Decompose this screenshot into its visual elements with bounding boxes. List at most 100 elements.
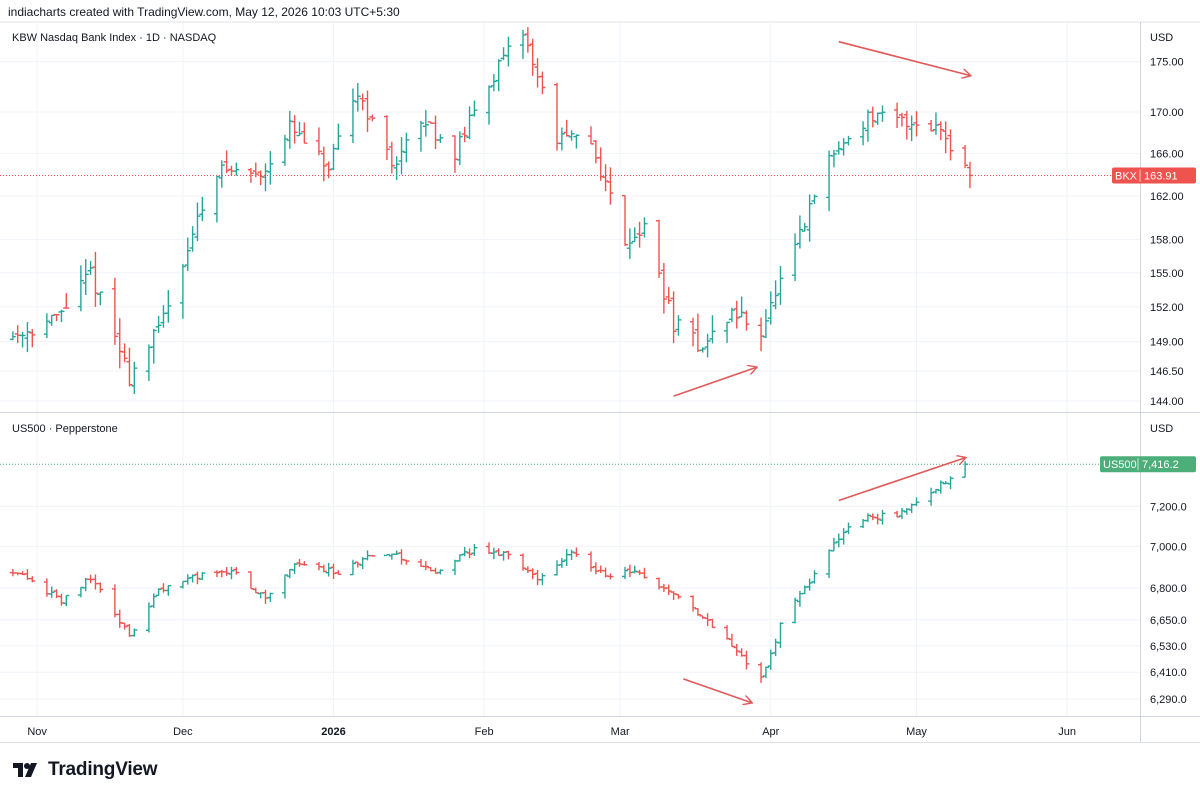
ohlc-bar bbox=[539, 573, 546, 586]
ohlc-bar bbox=[699, 347, 706, 353]
ohlc-bar bbox=[962, 461, 969, 478]
ohlc-bar bbox=[588, 126, 595, 145]
ohlc-bar bbox=[286, 110, 293, 149]
ohlc-bar bbox=[490, 74, 497, 92]
time-tick-label: Jun bbox=[1058, 726, 1076, 738]
ohlc-bar bbox=[942, 121, 949, 154]
ohlc-bar bbox=[58, 309, 65, 323]
ohlc-bar bbox=[874, 513, 881, 525]
ohlc-bar bbox=[636, 221, 643, 248]
ohlc-bar bbox=[898, 112, 905, 127]
pane-title: US500 · Pepperstone bbox=[12, 423, 118, 435]
ohlc-bar bbox=[145, 602, 152, 633]
ohlc-bar bbox=[354, 561, 361, 568]
ohlc-bar bbox=[743, 310, 750, 331]
ohlc-bar bbox=[451, 135, 458, 173]
price-tick-label: 6,410.0 bbox=[1150, 667, 1187, 679]
ohlc-bar bbox=[588, 551, 595, 572]
price-tick-label: 162.00 bbox=[1150, 191, 1184, 203]
chart-credit: indiacharts created with TradingView.com… bbox=[8, 5, 400, 19]
ohlc-bar bbox=[291, 563, 298, 574]
ohlc-bar bbox=[826, 150, 833, 212]
ohlc-bar bbox=[471, 100, 478, 117]
ohlc-bar bbox=[43, 313, 50, 339]
ohlc-bar bbox=[529, 568, 536, 580]
ohlc-bar bbox=[437, 569, 444, 575]
ohlc-bar bbox=[48, 586, 55, 598]
ohlc-bar bbox=[223, 150, 230, 174]
ohlc-bar bbox=[806, 578, 813, 591]
ohlc-bar bbox=[320, 146, 327, 182]
ohlc-bar bbox=[490, 547, 497, 560]
ohlc-bar bbox=[792, 597, 799, 624]
ohlc-bar bbox=[913, 497, 920, 507]
ohlc-bar bbox=[417, 120, 424, 152]
price-tick-label: 149.00 bbox=[1150, 337, 1184, 349]
time-tick-label: 2026 bbox=[321, 726, 345, 738]
tradingview-logo[interactable]: TradingView bbox=[12, 759, 158, 781]
ohlc-bar bbox=[840, 528, 847, 545]
ohlc-bar bbox=[830, 149, 837, 168]
ohlc-bar bbox=[296, 121, 303, 137]
price-tick-label: 7,000.0 bbox=[1150, 542, 1187, 554]
ohlc-bar bbox=[9, 331, 16, 341]
ohlc-bar bbox=[928, 487, 935, 506]
ohlc-bar bbox=[777, 265, 784, 305]
ohlc-bar bbox=[155, 588, 162, 597]
ohlc-bar bbox=[364, 90, 371, 132]
grid-lines bbox=[0, 22, 1140, 716]
ohlc-bar bbox=[150, 328, 157, 364]
ohlc-bar bbox=[908, 115, 915, 142]
ohlc-bar bbox=[252, 162, 259, 178]
ohlc-bar bbox=[228, 566, 235, 580]
time-axis[interactable]: Nov Dec 2026 Feb Mar Apr May Jun bbox=[27, 726, 1076, 738]
ohlc-bar bbox=[835, 141, 842, 155]
ohlc-bar bbox=[97, 582, 104, 593]
ohlc-bar bbox=[199, 196, 206, 222]
ohlc-bar bbox=[48, 314, 55, 326]
ohlc-bar bbox=[622, 566, 629, 580]
ohlc-bar bbox=[631, 227, 638, 243]
ohlc-bar bbox=[524, 27, 531, 53]
tradingview-logo-icon bbox=[13, 763, 37, 777]
ohlc-bar bbox=[568, 130, 575, 141]
ohlc-bar bbox=[77, 265, 84, 312]
price-tick-label: 146.50 bbox=[1150, 366, 1184, 378]
ohlc-bar bbox=[553, 82, 560, 151]
ohlc-bar bbox=[772, 638, 779, 657]
ohlc-bar bbox=[962, 144, 969, 169]
ohlc-bar bbox=[349, 88, 356, 143]
ohlc-bar bbox=[330, 143, 337, 171]
ohlc-bar bbox=[257, 170, 264, 186]
ohlc-bar bbox=[24, 322, 31, 353]
ohlc-bar bbox=[179, 580, 186, 589]
ohlc-bar bbox=[534, 58, 541, 88]
ohlc-bar bbox=[670, 291, 677, 344]
ohlc-bar bbox=[709, 315, 716, 344]
ohlc-bar bbox=[111, 277, 118, 345]
ohlc-bar bbox=[422, 110, 429, 137]
ohlc-bar bbox=[519, 29, 526, 59]
ohlc-bar bbox=[131, 361, 138, 394]
ohlc-bar bbox=[131, 628, 138, 637]
ohlc-bar bbox=[116, 318, 123, 369]
ohlc-bar bbox=[354, 82, 361, 112]
ohlc-bar bbox=[660, 263, 667, 314]
ohlc-bar bbox=[495, 59, 502, 92]
ohlc-bar bbox=[145, 344, 152, 381]
ohlc-bar bbox=[864, 513, 871, 522]
ohlc-bar bbox=[485, 542, 492, 555]
ohlc-bar bbox=[675, 315, 682, 336]
ohlc-bar bbox=[777, 622, 784, 649]
ohlc-bar bbox=[894, 102, 901, 129]
ohlc-bar bbox=[573, 134, 580, 149]
ohlc-bar bbox=[267, 592, 274, 603]
ohlc-bar bbox=[398, 137, 405, 175]
ohlc-bar bbox=[199, 571, 206, 580]
pane-title: KBW Nasdaq Bank Index · 1D · NASDAQ bbox=[12, 32, 217, 44]
ohlc-bar bbox=[796, 215, 803, 249]
ohlc-bar bbox=[563, 548, 570, 567]
ohlc-bar bbox=[937, 480, 944, 494]
ohlc-bar bbox=[728, 633, 735, 648]
